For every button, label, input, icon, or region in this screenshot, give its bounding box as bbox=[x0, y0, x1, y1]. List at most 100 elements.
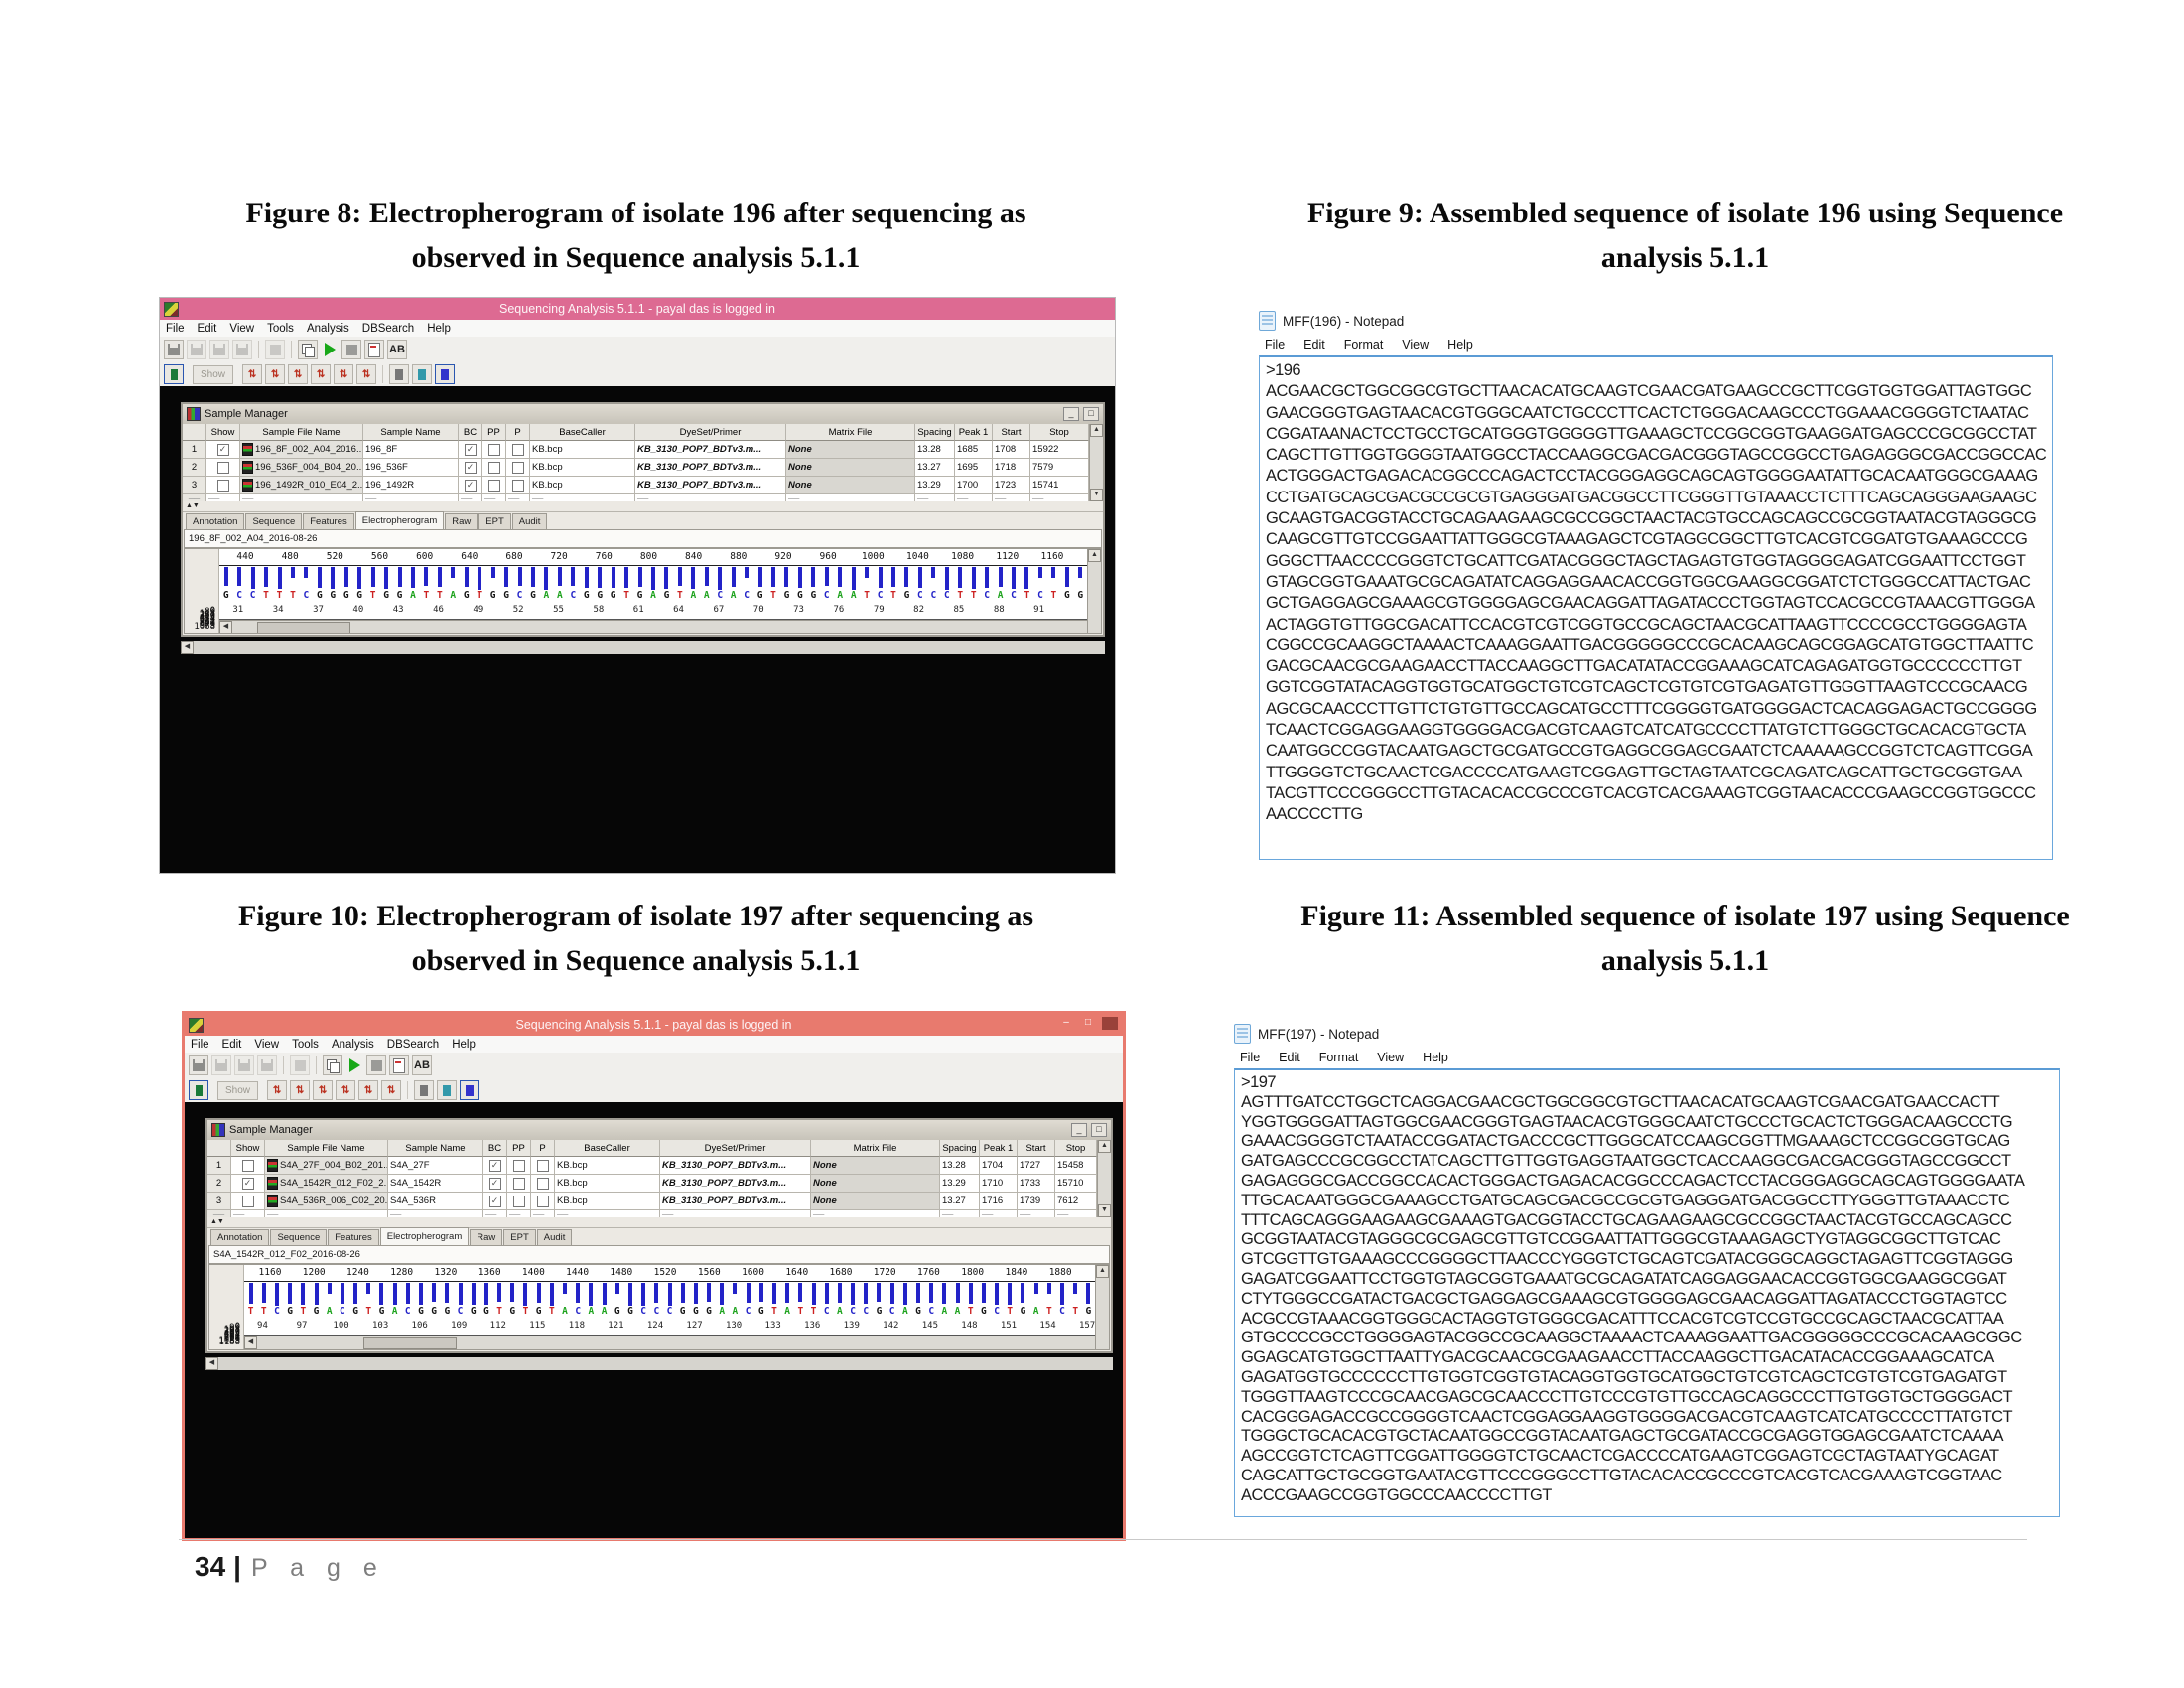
scroll-up-arrow[interactable]: ▲ bbox=[1098, 1140, 1111, 1153]
scroll-up-arrow[interactable]: ▲ bbox=[1090, 424, 1103, 437]
pp-checkbox[interactable] bbox=[512, 1177, 525, 1190]
print-icon[interactable] bbox=[290, 1055, 310, 1075]
scroll-down-arrow[interactable]: ▼ bbox=[1090, 489, 1103, 501]
sample-name-cell[interactable]: S4A_27F bbox=[388, 1157, 483, 1175]
tab-features[interactable]: Features bbox=[328, 1229, 379, 1245]
notepad-menu-help[interactable]: Help bbox=[1447, 338, 1473, 352]
raw-trace-icon[interactable]: ⇅ bbox=[242, 364, 263, 384]
show-checkbox[interactable] bbox=[241, 1159, 254, 1172]
scroll-left-arrow[interactable]: ◀ bbox=[181, 641, 194, 654]
p-checkbox[interactable] bbox=[511, 461, 524, 474]
open-icon[interactable] bbox=[187, 340, 206, 359]
show-checkbox[interactable] bbox=[216, 479, 229, 492]
scroll-left-arrow[interactable]: ◀ bbox=[205, 1357, 218, 1370]
maximize-button[interactable]: □ bbox=[1084, 1017, 1092, 1028]
table-vertical-scrollbar[interactable]: ▲ ▼ bbox=[1097, 1140, 1111, 1217]
menu-view[interactable]: View bbox=[254, 1038, 280, 1051]
quality-a-icon[interactable]: ⇅ bbox=[288, 364, 309, 384]
tab-electropherogram[interactable]: Electropherogram bbox=[354, 511, 445, 529]
sample-file-cell[interactable]: S4A_536R_006_C02_20... bbox=[265, 1193, 388, 1210]
basecaller-ab-icon[interactable]: AB bbox=[412, 1055, 432, 1075]
stop-analysis-icon[interactable] bbox=[366, 1055, 386, 1075]
electropherogram-view-icon[interactable] bbox=[460, 1080, 480, 1100]
bc-checkbox[interactable]: ✓ bbox=[464, 443, 477, 456]
notepad-menu-edit[interactable]: Edit bbox=[1279, 1051, 1300, 1064]
sample-manager-minimize-button[interactable]: _ bbox=[1063, 407, 1079, 421]
save-icon[interactable] bbox=[209, 340, 229, 359]
window-titlebar[interactable]: Sequencing Analysis 5.1.1 - payal das is… bbox=[160, 298, 1115, 320]
workspace-horizontal-scrollbar[interactable]: ◀ bbox=[181, 641, 1105, 654]
notepad-menu-view[interactable]: View bbox=[1377, 1051, 1405, 1064]
window-titlebar[interactable]: Sequencing Analysis 5.1.1 - payal das is… bbox=[185, 1014, 1123, 1036]
split-view-icon[interactable] bbox=[164, 364, 184, 384]
quality-a-icon[interactable]: ⇅ bbox=[313, 1080, 334, 1100]
tab-ept[interactable]: EPT bbox=[503, 1229, 536, 1245]
p-checkbox[interactable] bbox=[511, 443, 524, 456]
show-button[interactable]: Show bbox=[217, 1080, 259, 1100]
save-all-icon[interactable] bbox=[232, 340, 252, 359]
close-button[interactable] bbox=[1102, 1017, 1118, 1030]
menu-dbsearch[interactable]: DBSearch bbox=[361, 322, 415, 335]
scroll-left-arrow[interactable]: ◀ bbox=[219, 621, 232, 633]
sample-manager-minimize-button[interactable]: _ bbox=[1071, 1123, 1087, 1137]
notepad-titlebar[interactable]: MFF(196) - Notepad bbox=[1259, 308, 2053, 334]
sequence-view-icon[interactable] bbox=[437, 1080, 458, 1100]
pane-splitter[interactable]: ▲▼ bbox=[183, 501, 1103, 512]
tab-annotation[interactable]: Annotation bbox=[186, 513, 245, 529]
pp-checkbox[interactable] bbox=[487, 479, 500, 492]
notepad-menu-view[interactable]: View bbox=[1402, 338, 1430, 352]
menu-edit[interactable]: Edit bbox=[221, 1038, 242, 1051]
start-analysis-icon[interactable] bbox=[321, 341, 339, 358]
electropherogram-view-icon[interactable] bbox=[435, 364, 456, 384]
pp-checkbox[interactable] bbox=[487, 461, 500, 474]
menu-tools[interactable]: Tools bbox=[292, 1038, 319, 1051]
analyzed-trace-icon[interactable]: ⇅ bbox=[265, 364, 286, 384]
pp-checkbox[interactable] bbox=[487, 443, 500, 456]
basecaller-ab-icon[interactable]: AB bbox=[387, 340, 407, 359]
notepad-menu-help[interactable]: Help bbox=[1423, 1051, 1448, 1064]
trace-horizontal-scrollbar[interactable]: ◀ bbox=[219, 620, 1087, 633]
sample-manager-titlebar[interactable]: Sample Manager _ □ bbox=[207, 1120, 1111, 1140]
notepad-menu-format[interactable]: Format bbox=[1343, 338, 1384, 352]
sample-name-cell[interactable]: 196_8F bbox=[363, 441, 459, 459]
sample-name-cell[interactable]: 196_1492R bbox=[363, 477, 459, 494]
copy-icon[interactable] bbox=[323, 1055, 342, 1075]
show-checkbox[interactable]: ✓ bbox=[241, 1177, 254, 1190]
menu-analysis[interactable]: Analysis bbox=[306, 322, 349, 335]
tab-electropherogram[interactable]: Electropherogram bbox=[379, 1227, 470, 1245]
tab-audit[interactable]: Audit bbox=[536, 1229, 573, 1245]
split-view-icon[interactable] bbox=[189, 1080, 208, 1100]
p-checkbox[interactable] bbox=[536, 1159, 549, 1172]
tab-ept[interactable]: EPT bbox=[478, 513, 511, 529]
menu-tools[interactable]: Tools bbox=[267, 322, 294, 335]
raw-trace-icon[interactable]: ⇅ bbox=[267, 1080, 288, 1100]
save-all-icon[interactable] bbox=[257, 1055, 277, 1075]
sample-file-cell[interactable]: 196_536F_004_B04_20... bbox=[240, 459, 363, 477]
notepad-titlebar[interactable]: MFF(197) - Notepad bbox=[1234, 1021, 2060, 1047]
p-checkbox[interactable] bbox=[511, 479, 524, 492]
notepad-menu-edit[interactable]: Edit bbox=[1303, 338, 1325, 352]
notepad-menu-format[interactable]: Format bbox=[1318, 1051, 1359, 1064]
p-checkbox[interactable] bbox=[536, 1195, 549, 1207]
tab-raw[interactable]: Raw bbox=[470, 1229, 503, 1245]
menu-edit[interactable]: Edit bbox=[197, 322, 217, 335]
tab-sequence[interactable]: Sequence bbox=[245, 513, 303, 529]
trace-vertical-scrollbar[interactable]: ▲ bbox=[1087, 549, 1101, 633]
quality-c-icon[interactable]: ⇅ bbox=[336, 1080, 356, 1100]
annotation-view-icon[interactable] bbox=[389, 364, 410, 384]
open-icon[interactable] bbox=[211, 1055, 231, 1075]
report-icon[interactable] bbox=[389, 1055, 409, 1075]
save-icon[interactable] bbox=[234, 1055, 254, 1075]
scrollbar-thumb[interactable] bbox=[363, 1337, 457, 1349]
scrollbar-thumb[interactable] bbox=[257, 622, 350, 633]
stop-analysis-icon[interactable] bbox=[341, 340, 361, 359]
quality-t-icon[interactable]: ⇅ bbox=[356, 364, 377, 384]
start-analysis-icon[interactable] bbox=[345, 1056, 363, 1074]
sample-manager-maximize-button[interactable]: □ bbox=[1091, 1123, 1107, 1137]
scroll-left-arrow[interactable]: ◀ bbox=[244, 1336, 257, 1349]
show-button[interactable]: Show bbox=[193, 364, 234, 384]
table-vertical-scrollbar[interactable]: ▲ ▼ bbox=[1089, 424, 1103, 501]
menu-help[interactable]: Help bbox=[452, 1038, 476, 1051]
quality-g-icon[interactable]: ⇅ bbox=[334, 364, 354, 384]
tab-features[interactable]: Features bbox=[303, 513, 354, 529]
